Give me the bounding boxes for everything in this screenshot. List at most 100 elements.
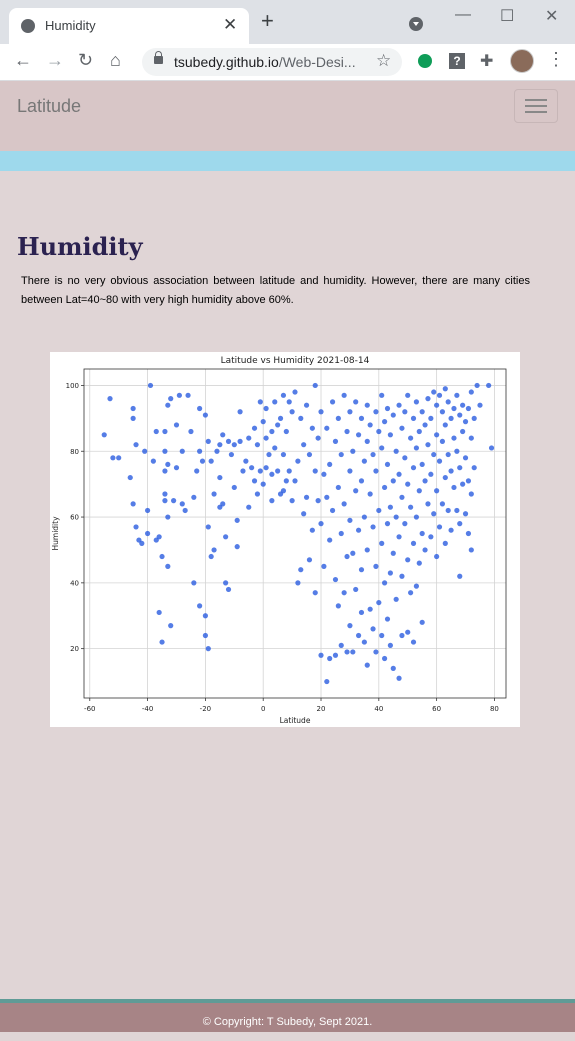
data-point bbox=[289, 498, 295, 504]
data-point bbox=[382, 484, 388, 491]
site-navbar: Latitude bbox=[0, 81, 575, 151]
data-point bbox=[301, 511, 307, 517]
data-point bbox=[329, 507, 336, 514]
data-point bbox=[451, 405, 457, 412]
address-bar[interactable]: tsubedy.github.io/Web-Desi... ☆ bbox=[142, 48, 402, 76]
data-point bbox=[295, 458, 301, 464]
forward-arrow-icon[interactable]: → bbox=[46, 50, 64, 70]
data-point bbox=[101, 432, 107, 438]
data-point bbox=[402, 455, 408, 461]
data-point bbox=[384, 616, 391, 622]
plot-frame bbox=[83, 368, 507, 699]
data-point bbox=[422, 547, 428, 553]
data-point bbox=[390, 665, 396, 671]
data-point bbox=[353, 488, 359, 494]
data-point bbox=[393, 596, 399, 602]
data-point bbox=[231, 484, 237, 491]
data-point bbox=[225, 586, 232, 593]
data-point bbox=[462, 511, 469, 517]
data-point bbox=[390, 478, 396, 484]
maximize-icon[interactable]: ☐ bbox=[500, 8, 515, 25]
data-point bbox=[370, 626, 376, 632]
data-point bbox=[237, 409, 243, 415]
back-arrow-icon[interactable]: ← bbox=[14, 50, 32, 70]
data-point bbox=[462, 455, 469, 461]
hamburger-menu-button[interactable] bbox=[514, 89, 558, 123]
data-point bbox=[454, 448, 460, 454]
tab-search-icon[interactable] bbox=[409, 17, 423, 31]
data-point bbox=[457, 465, 463, 471]
data-point bbox=[353, 586, 359, 593]
data-point bbox=[341, 392, 347, 398]
navbar-brand[interactable]: Latitude bbox=[17, 96, 82, 116]
lock-icon[interactable] bbox=[154, 51, 163, 64]
data-point bbox=[445, 507, 451, 514]
home-icon[interactable]: ⌂ bbox=[110, 50, 121, 70]
data-point bbox=[315, 498, 321, 504]
chart-background bbox=[50, 352, 520, 727]
data-point bbox=[162, 498, 168, 504]
data-point bbox=[173, 465, 180, 471]
data-point bbox=[223, 534, 229, 540]
minimize-icon[interactable]: — bbox=[455, 6, 471, 23]
profile-avatar[interactable] bbox=[510, 49, 534, 73]
data-point bbox=[275, 468, 281, 474]
data-point bbox=[280, 451, 287, 458]
extensions-puzzle-icon[interactable]: ✚ bbox=[480, 53, 494, 70]
data-point bbox=[133, 442, 139, 448]
data-point bbox=[286, 468, 292, 474]
data-point bbox=[350, 649, 356, 655]
data-point bbox=[318, 409, 324, 415]
hamburger-line bbox=[525, 99, 547, 101]
data-point bbox=[142, 448, 148, 454]
browser-tab-strip: Humidity ✕ + — ☐ ✕ bbox=[0, 0, 575, 44]
browser-tab[interactable]: Humidity ✕ bbox=[9, 8, 249, 44]
data-point bbox=[355, 632, 362, 639]
data-point bbox=[298, 567, 304, 573]
data-point bbox=[197, 405, 203, 412]
data-point bbox=[269, 428, 275, 435]
data-point bbox=[405, 629, 411, 635]
data-point bbox=[425, 442, 431, 448]
data-point bbox=[457, 573, 463, 579]
y-tick-label: 20 bbox=[70, 645, 79, 653]
data-point bbox=[373, 563, 379, 569]
tab-title: Humidity bbox=[45, 18, 96, 33]
data-point bbox=[468, 491, 474, 497]
evernote-extension-icon[interactable] bbox=[418, 54, 432, 68]
more-menu-icon[interactable]: ⋮ bbox=[547, 49, 565, 69]
data-point bbox=[208, 553, 214, 560]
data-point bbox=[335, 484, 341, 491]
bookmark-star-icon[interactable]: ☆ bbox=[376, 51, 392, 70]
data-point bbox=[338, 530, 344, 537]
data-point bbox=[257, 468, 263, 474]
data-point bbox=[358, 567, 365, 573]
data-point bbox=[373, 468, 379, 474]
data-point bbox=[428, 471, 434, 477]
data-point bbox=[410, 415, 417, 421]
data-point bbox=[324, 494, 330, 500]
data-point bbox=[272, 399, 278, 405]
y-tick-label: 40 bbox=[70, 579, 79, 587]
reload-icon[interactable]: ↻ bbox=[78, 50, 94, 70]
help-extension-icon[interactable]: ? bbox=[449, 53, 465, 69]
data-point bbox=[220, 501, 226, 507]
data-point bbox=[454, 507, 460, 514]
data-point bbox=[419, 461, 425, 468]
globe-icon bbox=[21, 19, 35, 33]
data-point bbox=[457, 521, 463, 527]
data-point bbox=[332, 576, 339, 583]
new-tab-icon[interactable]: + bbox=[261, 8, 274, 33]
data-point bbox=[159, 639, 165, 645]
data-point bbox=[269, 471, 275, 477]
x-tick-label: -20 bbox=[200, 705, 211, 713]
data-point bbox=[254, 442, 261, 448]
url-host: tsubedy.github.io bbox=[174, 54, 279, 70]
window-close-icon[interactable]: ✕ bbox=[545, 8, 559, 25]
data-point bbox=[225, 438, 232, 444]
close-tab-icon[interactable]: ✕ bbox=[223, 15, 238, 34]
data-point bbox=[208, 458, 214, 464]
x-tick-label: -40 bbox=[142, 705, 153, 713]
data-point bbox=[269, 498, 275, 504]
data-point bbox=[197, 448, 203, 454]
